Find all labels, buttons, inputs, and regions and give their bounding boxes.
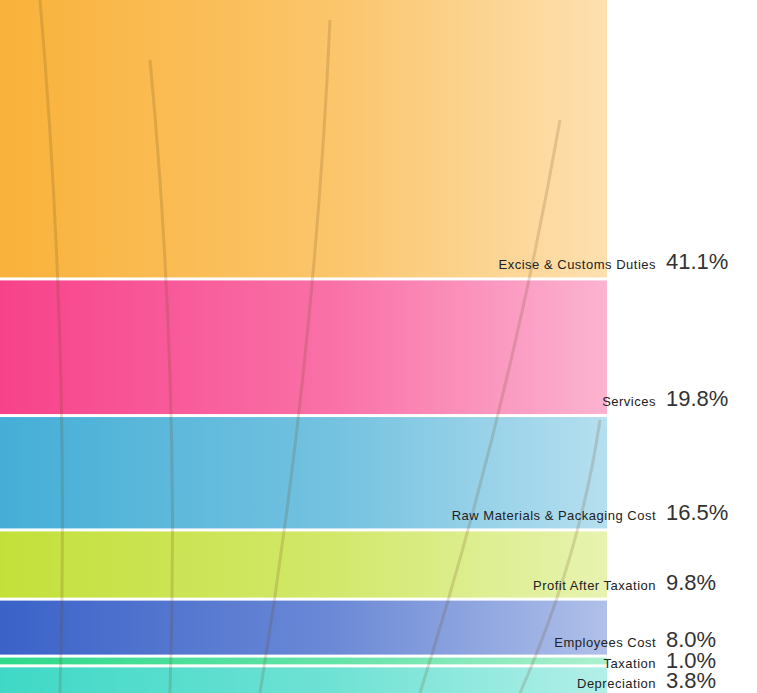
- wheat-stalk: [150, 60, 173, 693]
- band: [0, 667, 607, 693]
- band: [0, 280, 607, 414]
- band: [0, 658, 607, 665]
- band: [0, 0, 607, 277]
- labels: Excise & Customs Duties 41.1% Services 19.8…: [452, 249, 729, 693]
- category-label: Excise & Customs Duties: [499, 257, 656, 272]
- category-label: Raw Materials & Packaging Cost: [452, 508, 656, 523]
- chart-root: Excise & Customs Duties 41.1% Services 19.8…: [0, 0, 757, 693]
- value-label: 9.8%: [666, 570, 716, 595]
- category-label: Employees Cost: [554, 635, 656, 650]
- chart: Excise & Customs Duties 41.1% Services 19.8…: [0, 0, 757, 693]
- category-label: Profit After Taxation: [533, 578, 656, 593]
- bands: [0, 0, 607, 693]
- wheat-stalk: [40, 0, 63, 693]
- category-label: Taxation: [604, 656, 656, 671]
- wheat-decoration: [40, 0, 600, 693]
- value-label: 3.8%: [666, 668, 716, 693]
- value-label: 41.1%: [666, 249, 728, 274]
- wheat-stalk: [520, 420, 600, 693]
- value-label: 19.8%: [666, 386, 728, 411]
- category-label: Depreciation: [577, 676, 656, 691]
- band: [0, 601, 607, 655]
- category-label: Services: [602, 394, 656, 409]
- wheat-stalk: [420, 120, 560, 693]
- band: [0, 531, 607, 597]
- value-label: 16.5%: [666, 500, 728, 525]
- wheat-stalk: [260, 20, 330, 693]
